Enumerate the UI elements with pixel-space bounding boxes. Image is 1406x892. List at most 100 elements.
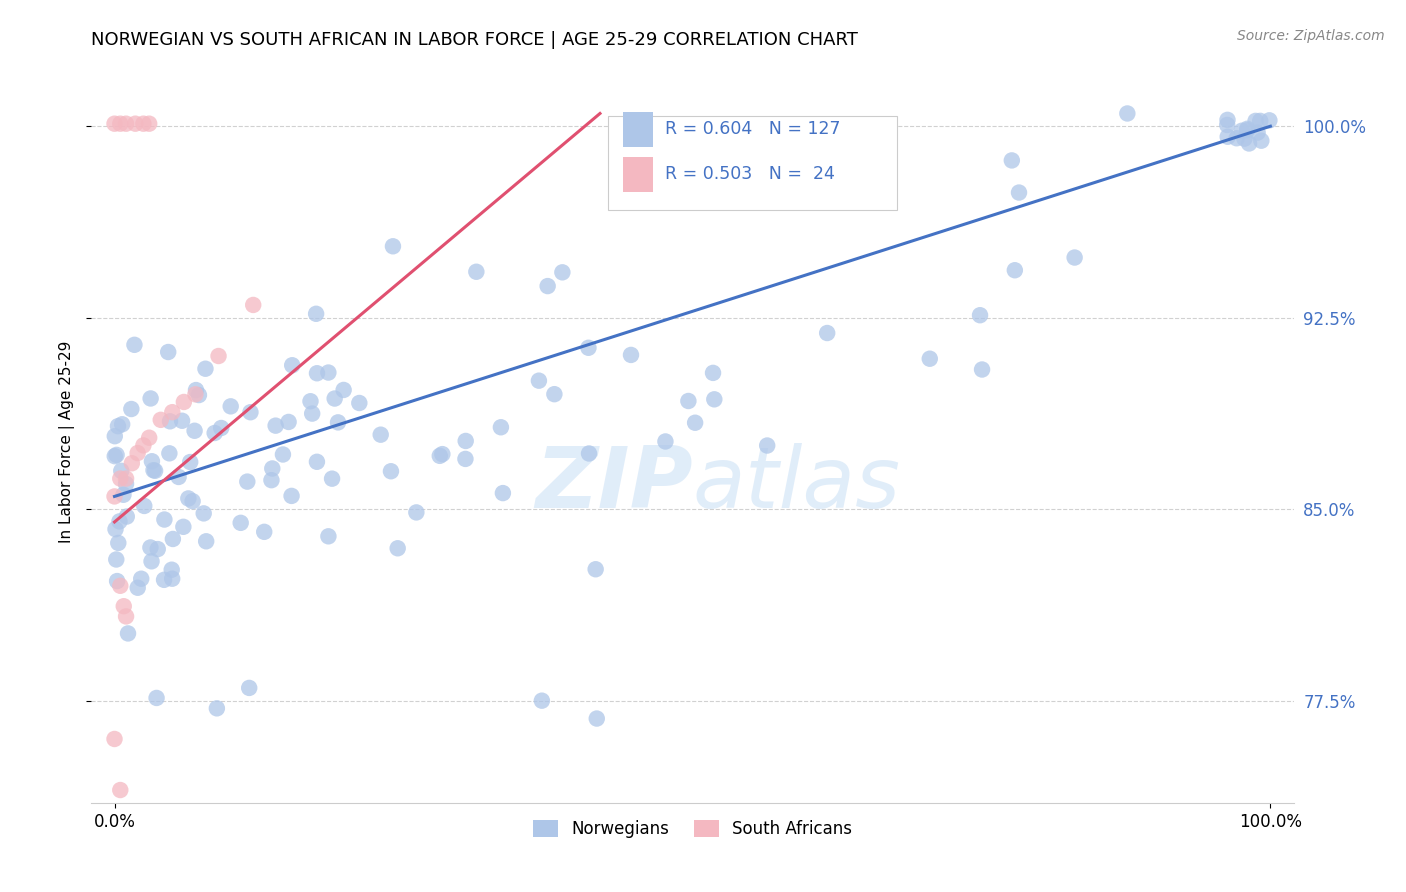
Point xyxy=(195,534,218,549)
Point xyxy=(173,395,195,409)
Point xyxy=(301,407,323,421)
Point xyxy=(105,574,128,588)
Point xyxy=(323,392,346,406)
Point xyxy=(105,552,128,566)
Point xyxy=(405,505,427,519)
Point xyxy=(132,117,155,131)
Point xyxy=(104,429,127,443)
Point xyxy=(969,308,991,322)
Point xyxy=(465,265,488,279)
Point xyxy=(1249,114,1271,128)
Point xyxy=(238,681,260,695)
Point xyxy=(127,581,149,595)
Point xyxy=(654,434,676,449)
Point xyxy=(141,454,163,468)
Point xyxy=(153,512,176,526)
Point xyxy=(110,579,132,593)
Point xyxy=(104,522,127,536)
Point xyxy=(332,383,354,397)
Point xyxy=(157,446,180,460)
Point xyxy=(239,405,262,419)
Point xyxy=(184,387,207,401)
FancyBboxPatch shape xyxy=(623,112,652,147)
Point xyxy=(543,387,565,401)
Point xyxy=(112,599,135,614)
Text: R = 0.604   N = 127: R = 0.604 N = 127 xyxy=(665,120,841,138)
Point xyxy=(678,394,700,409)
Point xyxy=(387,541,409,556)
Point xyxy=(124,338,146,352)
Point xyxy=(159,414,181,428)
Point xyxy=(162,405,184,419)
Point xyxy=(170,414,193,428)
Point xyxy=(585,712,607,726)
Point xyxy=(432,447,454,461)
Point xyxy=(134,499,156,513)
Point xyxy=(815,326,838,340)
Point xyxy=(153,573,176,587)
Point xyxy=(115,509,138,524)
Point xyxy=(115,609,138,624)
Point xyxy=(138,117,160,131)
Point xyxy=(149,413,172,427)
Point xyxy=(194,361,217,376)
Point xyxy=(1230,124,1253,138)
Point xyxy=(103,490,125,504)
Point xyxy=(139,392,162,406)
Point xyxy=(262,461,284,475)
Point xyxy=(219,400,242,414)
Text: Source: ZipAtlas.com: Source: ZipAtlas.com xyxy=(1237,29,1385,43)
Point xyxy=(970,362,993,376)
Point xyxy=(381,239,404,253)
Point xyxy=(370,427,392,442)
Point xyxy=(1233,131,1256,145)
Point xyxy=(120,402,142,417)
Point xyxy=(1226,131,1249,145)
Point xyxy=(527,374,550,388)
Point xyxy=(1004,263,1026,277)
Point xyxy=(454,434,477,448)
Point xyxy=(229,516,252,530)
Point xyxy=(107,536,129,550)
Point xyxy=(380,464,402,478)
Point xyxy=(551,265,574,279)
Point xyxy=(271,448,294,462)
Point xyxy=(157,345,180,359)
Point xyxy=(1244,114,1267,128)
Y-axis label: In Labor Force | Age 25-29: In Labor Force | Age 25-29 xyxy=(59,341,76,542)
Point xyxy=(318,529,340,543)
Point xyxy=(104,449,127,463)
Point xyxy=(112,488,135,502)
Point xyxy=(204,425,226,440)
Point xyxy=(127,446,149,460)
Point xyxy=(115,472,138,486)
Point xyxy=(103,731,125,746)
Point xyxy=(305,366,328,380)
Point xyxy=(145,690,167,705)
Point xyxy=(105,448,128,462)
Point xyxy=(264,418,287,433)
Text: R = 0.503   N =  24: R = 0.503 N = 24 xyxy=(665,165,835,183)
Point xyxy=(1236,123,1258,137)
FancyBboxPatch shape xyxy=(623,157,652,192)
Point xyxy=(132,438,155,452)
Point xyxy=(108,515,131,529)
Point xyxy=(305,307,328,321)
FancyBboxPatch shape xyxy=(609,117,897,211)
Point xyxy=(205,701,228,715)
Point xyxy=(260,473,283,487)
Point xyxy=(1250,134,1272,148)
Point xyxy=(172,520,194,534)
Point xyxy=(121,456,143,470)
Point xyxy=(492,486,515,500)
Point xyxy=(209,421,232,435)
Point xyxy=(181,494,204,508)
Point xyxy=(167,470,190,484)
Point xyxy=(110,783,132,797)
Point xyxy=(162,532,184,546)
Point xyxy=(703,392,725,407)
Point xyxy=(1216,112,1239,127)
Point xyxy=(177,491,200,506)
Point xyxy=(578,341,600,355)
Point xyxy=(103,117,125,131)
